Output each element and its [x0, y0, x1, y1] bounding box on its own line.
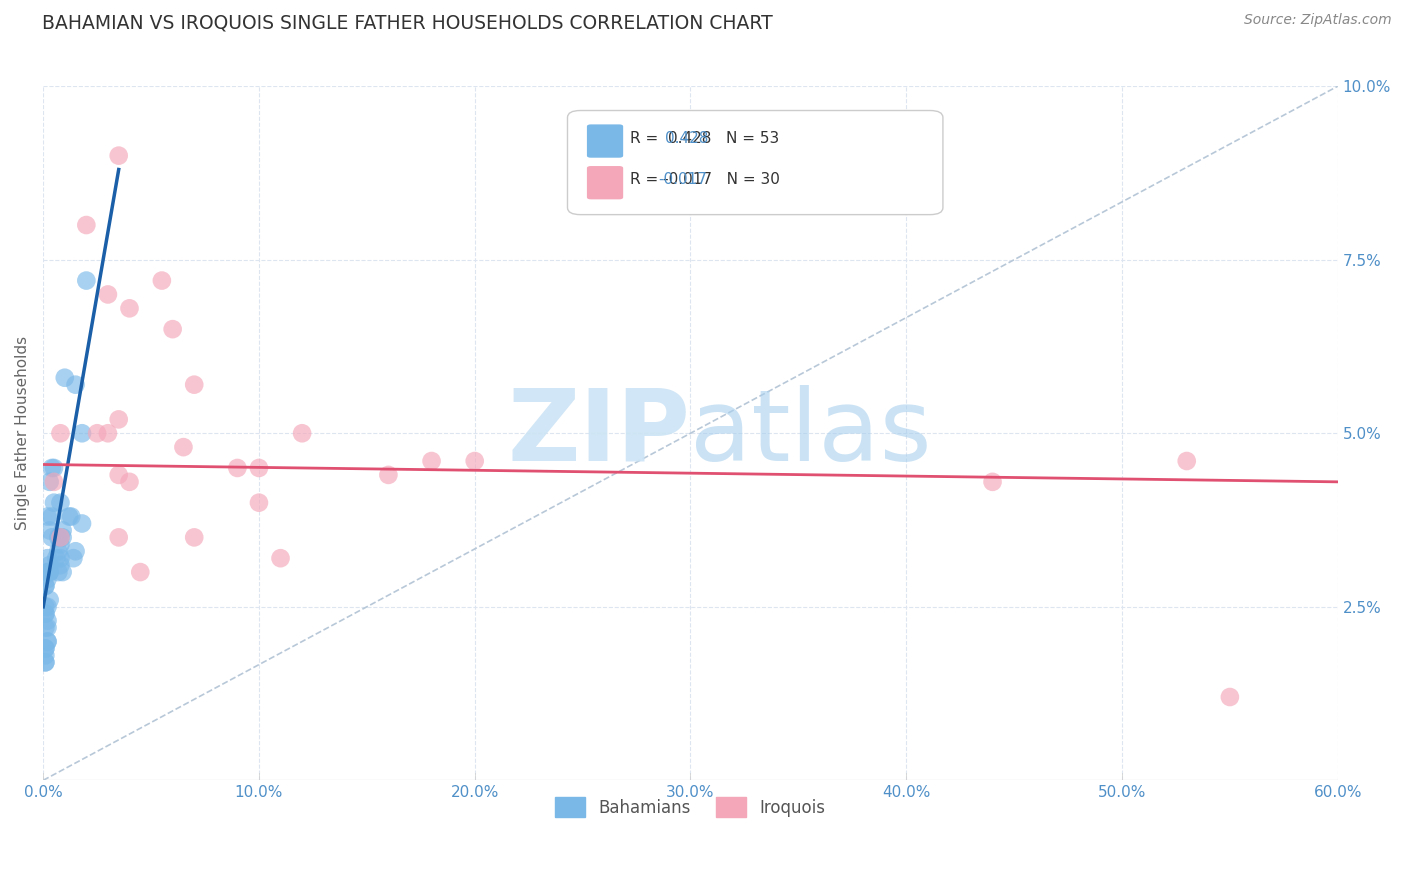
Point [34, 648, 56, 663]
Point [34, 641, 56, 656]
Point [62, 551, 84, 566]
Point [226, 461, 249, 475]
Point [38, 524, 60, 538]
Point [38, 592, 60, 607]
Point [183, 530, 205, 544]
FancyBboxPatch shape [586, 124, 623, 158]
Point [49, 551, 72, 566]
Point [46, 530, 69, 544]
Point [37, 565, 59, 579]
Point [65, 544, 87, 558]
Point [172, 440, 194, 454]
Point [34, 607, 56, 621]
Point [34, 579, 56, 593]
Point [49, 426, 72, 441]
Point [97, 426, 120, 441]
Point [97, 287, 120, 301]
Point [38, 565, 60, 579]
Point [34, 655, 56, 669]
Point [37, 551, 59, 566]
Point [118, 475, 141, 489]
Point [42, 475, 65, 489]
Point [49, 530, 72, 544]
Point [42, 496, 65, 510]
Point [118, 301, 141, 316]
Point [34, 655, 56, 669]
Text: Source: ZipAtlas.com: Source: ZipAtlas.com [1244, 13, 1392, 28]
Text: atlas: atlas [690, 384, 932, 482]
Text: R =  0.428   N = 53: R = 0.428 N = 53 [630, 131, 779, 145]
Point [42, 461, 65, 475]
Point [53, 370, 76, 384]
Point [291, 426, 314, 441]
Point [183, 377, 205, 392]
Point [107, 530, 129, 544]
Point [46, 544, 69, 558]
Point [1219, 690, 1241, 704]
Point [75, 274, 97, 288]
Point [37, 572, 59, 586]
Point [41, 461, 63, 475]
Point [420, 454, 443, 468]
Point [34, 641, 56, 656]
Point [60, 509, 83, 524]
Point [107, 412, 129, 426]
Point [247, 496, 270, 510]
Point [49, 496, 72, 510]
Point [107, 148, 129, 162]
FancyBboxPatch shape [586, 166, 623, 199]
Point [70, 516, 93, 531]
Point [38, 565, 60, 579]
Text: BAHAMIAN VS IROQUOIS SINGLE FATHER HOUSEHOLDS CORRELATION CHART: BAHAMIAN VS IROQUOIS SINGLE FATHER HOUSE… [42, 13, 773, 32]
Text: R = -0.017   N = 30: R = -0.017 N = 30 [630, 172, 779, 187]
Point [46, 565, 69, 579]
FancyBboxPatch shape [568, 111, 943, 215]
Point [37, 509, 59, 524]
Point [247, 461, 270, 475]
Legend: Bahamians, Iroquois: Bahamians, Iroquois [548, 790, 832, 824]
Point [162, 322, 184, 336]
Point [34, 579, 56, 593]
Point [129, 565, 152, 579]
Point [37, 634, 59, 648]
Point [37, 621, 59, 635]
Point [464, 454, 486, 468]
Point [41, 530, 63, 544]
Point [270, 551, 292, 566]
Text: -0.017: -0.017 [658, 172, 707, 187]
Point [981, 475, 1004, 489]
Point [37, 599, 59, 614]
Point [37, 565, 59, 579]
Point [70, 426, 93, 441]
Point [37, 614, 59, 628]
Point [49, 558, 72, 573]
Point [45, 551, 67, 566]
Point [41, 509, 63, 524]
Point [75, 218, 97, 232]
Point [150, 274, 173, 288]
Text: 0.428: 0.428 [665, 131, 709, 145]
Point [52, 565, 75, 579]
Point [65, 377, 87, 392]
Point [38, 558, 60, 573]
Point [377, 467, 399, 482]
Point [107, 467, 129, 482]
Point [49, 537, 72, 551]
Point [37, 634, 59, 648]
Point [34, 599, 56, 614]
Y-axis label: Single Father Households: Single Father Households [15, 336, 30, 531]
Point [34, 607, 56, 621]
Point [1175, 454, 1198, 468]
Point [34, 621, 56, 635]
Point [49, 530, 72, 544]
Point [52, 530, 75, 544]
Point [58, 509, 80, 524]
Point [38, 475, 60, 489]
Text: ZIP: ZIP [508, 384, 690, 482]
Point [86, 426, 108, 441]
Point [52, 524, 75, 538]
